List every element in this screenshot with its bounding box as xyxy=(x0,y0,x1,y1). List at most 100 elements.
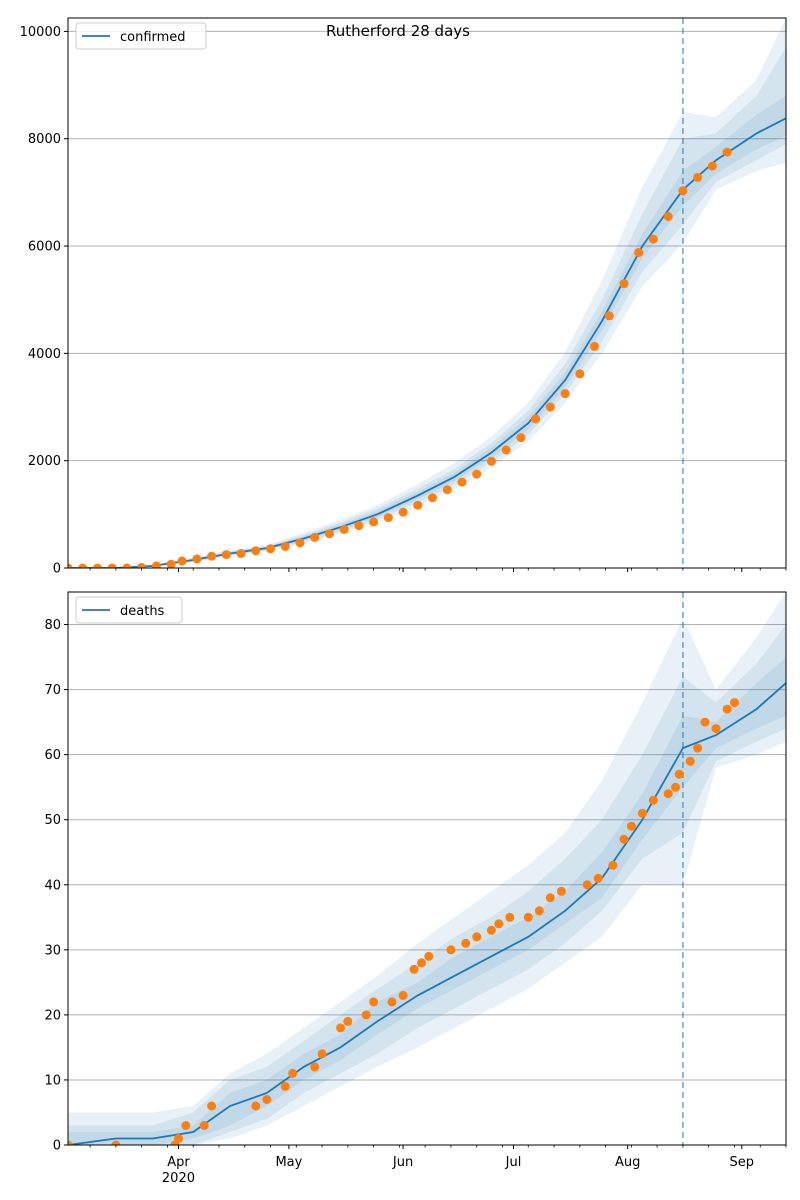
observed-point xyxy=(671,782,680,792)
legend-label: confirmed xyxy=(120,30,186,45)
plot-area xyxy=(68,18,786,568)
observed-point xyxy=(637,808,647,818)
observed-point xyxy=(207,551,217,561)
observed-point xyxy=(560,389,570,399)
y-tick-label: 70 xyxy=(44,683,61,698)
observed-point xyxy=(674,769,684,779)
observed-point xyxy=(575,369,585,379)
observed-point xyxy=(280,1081,290,1091)
y-tick-label: 10 xyxy=(44,1073,61,1088)
y-tick-label: 60 xyxy=(44,748,61,763)
observed-point xyxy=(221,550,231,560)
observed-point xyxy=(251,546,261,556)
legend-box xyxy=(75,22,207,50)
observed-point xyxy=(361,1010,371,1020)
chart-title: Rutherford 28 days xyxy=(326,22,470,40)
y-tick-label: 30 xyxy=(44,943,61,958)
observed-point xyxy=(236,549,246,558)
observed-point xyxy=(428,493,437,503)
observed-point xyxy=(266,544,275,554)
x-tick-label: Aug xyxy=(615,1155,640,1170)
observed-point xyxy=(339,524,349,534)
observed-point xyxy=(122,563,132,568)
observed-point xyxy=(626,821,636,831)
observed-point xyxy=(446,945,456,955)
observed-point xyxy=(678,186,688,196)
observed-point xyxy=(582,880,592,890)
observed-point xyxy=(663,212,673,221)
axes-frame xyxy=(67,591,787,1146)
observed-point xyxy=(457,477,467,487)
observed-point xyxy=(619,279,629,289)
observed-point xyxy=(280,542,290,551)
x-tick-label: Apr xyxy=(167,1155,190,1170)
observed-point xyxy=(78,563,88,568)
legend-label: deaths xyxy=(120,604,165,619)
legend: confirmed xyxy=(75,22,207,50)
x-tick-label: Sep xyxy=(730,1155,755,1170)
observed-point xyxy=(295,538,305,548)
model-line xyxy=(68,682,786,1145)
observed-point xyxy=(501,445,511,455)
observed-point xyxy=(604,311,614,321)
observed-point xyxy=(354,521,364,531)
observed-point xyxy=(685,756,695,766)
observed-point xyxy=(472,932,482,942)
observed-point xyxy=(634,248,644,257)
observed-point xyxy=(93,563,102,568)
observed-point xyxy=(324,529,334,539)
observed-point xyxy=(486,456,496,466)
observed-point xyxy=(590,341,599,351)
y-tick-label: 8000 xyxy=(28,132,61,147)
observed-point xyxy=(693,743,703,753)
x-tick-sublabel: 2020 xyxy=(162,1171,195,1186)
observed-point xyxy=(207,1101,217,1111)
legend-box xyxy=(75,596,183,624)
observed-point xyxy=(417,958,426,968)
observed-point xyxy=(545,893,555,903)
observed-point xyxy=(251,1101,261,1111)
y-tick-label: 80 xyxy=(44,618,61,633)
y-tick-label: 20 xyxy=(44,1008,61,1023)
x-tick-label: May xyxy=(275,1155,302,1170)
observed-point xyxy=(398,990,408,1000)
y-tick-label: 2000 xyxy=(28,454,61,469)
y-tick-label: 4000 xyxy=(28,347,61,362)
observed-point xyxy=(531,414,541,424)
observed-point xyxy=(343,1016,353,1026)
observed-point xyxy=(387,997,397,1007)
observed-point xyxy=(166,559,176,568)
y-tick-label: 40 xyxy=(44,878,61,893)
observed-point xyxy=(730,698,739,708)
observed-point xyxy=(413,500,423,510)
y-tick-label: 0 xyxy=(53,562,61,577)
observed-point xyxy=(424,951,434,961)
observed-point xyxy=(68,1140,73,1145)
observed-point xyxy=(111,1140,121,1145)
observed-point xyxy=(505,912,515,922)
observed-point xyxy=(137,563,147,568)
observed-point xyxy=(177,556,187,566)
observed-point xyxy=(442,485,452,495)
observed-point xyxy=(663,789,673,799)
observed-point xyxy=(461,938,471,948)
plot-area xyxy=(68,592,786,1145)
observed-point xyxy=(722,704,732,714)
y-tick-label: 6000 xyxy=(28,240,61,255)
observed-point xyxy=(369,517,379,527)
observed-point xyxy=(707,161,717,171)
observed-point xyxy=(317,1049,327,1059)
legend: deaths xyxy=(75,596,183,624)
observed-point xyxy=(174,1134,183,1143)
observed-point xyxy=(336,1023,345,1033)
observed-point xyxy=(545,402,555,412)
observed-point xyxy=(288,1068,298,1078)
observed-point xyxy=(534,906,544,916)
observed-point xyxy=(199,1121,209,1130)
y-tick-label: 0 xyxy=(53,1139,61,1154)
observed-point xyxy=(181,1121,191,1130)
observed-point xyxy=(472,469,482,479)
observed-point xyxy=(369,997,379,1007)
